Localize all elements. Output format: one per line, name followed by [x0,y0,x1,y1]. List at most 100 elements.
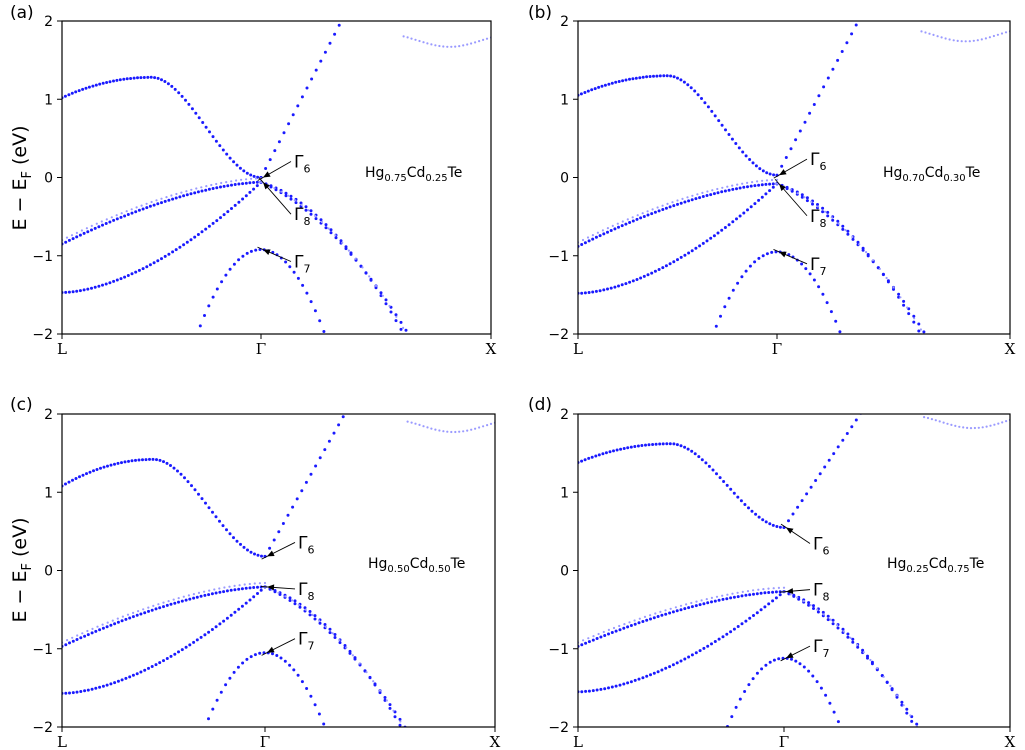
band-point [71,290,75,294]
band-point [180,191,183,194]
band-point [602,288,606,292]
band-point [802,665,806,669]
band-point [145,206,149,210]
band-point [222,619,226,623]
band-point [694,604,698,608]
band-point [679,444,683,448]
band-point [606,230,609,234]
band-point [826,614,830,618]
band-point [622,682,626,686]
composition-label: Hg0.50Cd0.50Te [368,556,465,575]
band-point [752,592,755,596]
band-point [106,621,109,624]
gamma-point-label: Γ8 [294,205,310,228]
band-point [760,195,764,199]
band-point [237,200,241,204]
band-point [765,179,769,182]
band-point [288,663,292,667]
band-point [358,662,361,665]
band-point [222,213,226,217]
band-point [631,216,634,219]
band-point [651,208,654,211]
band-point [726,185,729,188]
band-point [698,196,702,200]
band-point [590,88,594,92]
band-point [743,690,747,693]
band-point [657,268,661,271]
band-point [145,265,149,269]
band-point [686,83,690,87]
band-point [354,257,357,260]
band-point [594,454,598,458]
band-point [113,681,117,685]
band-point [127,459,130,463]
band-point [685,603,688,606]
band-point [65,236,69,239]
band-point [810,200,813,203]
band-point [203,633,207,637]
band-point [228,156,232,160]
band-point [323,448,327,452]
band-point [836,624,839,627]
band-point [607,82,611,86]
band-point [81,87,85,91]
band-point [252,586,256,589]
band-point [824,693,828,697]
band-point [690,601,693,605]
band-point [816,203,819,206]
band-point [850,32,854,36]
band-point [75,231,78,234]
band-point [474,427,477,430]
band-point [249,655,253,659]
band-point [819,686,823,690]
band-point [679,604,683,607]
band-point [701,241,705,245]
band-point [225,528,228,532]
band-point [583,241,587,245]
band-point [151,457,155,461]
band-point [173,87,177,91]
band-point [252,595,256,599]
band-point [778,525,782,529]
annotation-arrow-line [261,638,296,656]
band-point [226,184,230,188]
band-point [800,193,804,197]
band-point [399,320,403,324]
band-point [322,722,326,726]
band-point [86,287,90,291]
band-point [221,148,225,152]
band-point [780,164,784,168]
band-point [710,600,713,604]
band-point [679,78,683,82]
band-point [245,178,248,181]
band-point [846,232,850,236]
band-point [273,589,277,592]
band-point [264,167,268,170]
band-point [141,458,144,462]
band-point [256,553,260,557]
band-point [96,625,99,628]
band-point [430,43,433,46]
band-point [182,194,186,198]
band-point [756,180,759,183]
band-point [192,593,195,596]
band-point [120,619,124,623]
band-point [277,530,281,534]
band-point [269,184,273,188]
band-point [174,196,178,200]
band-point [242,169,246,173]
band-point [800,262,804,266]
band-point [169,464,172,467]
band-point [725,597,729,601]
band-point [626,446,630,450]
band-point [736,495,740,499]
band-point [226,210,230,214]
band-point [716,187,719,191]
band-point [629,445,633,449]
band-point [832,452,836,456]
band-point [633,619,636,622]
band-point [235,179,238,182]
band-point [392,709,395,712]
band-point [197,591,201,595]
band-point [418,39,421,43]
